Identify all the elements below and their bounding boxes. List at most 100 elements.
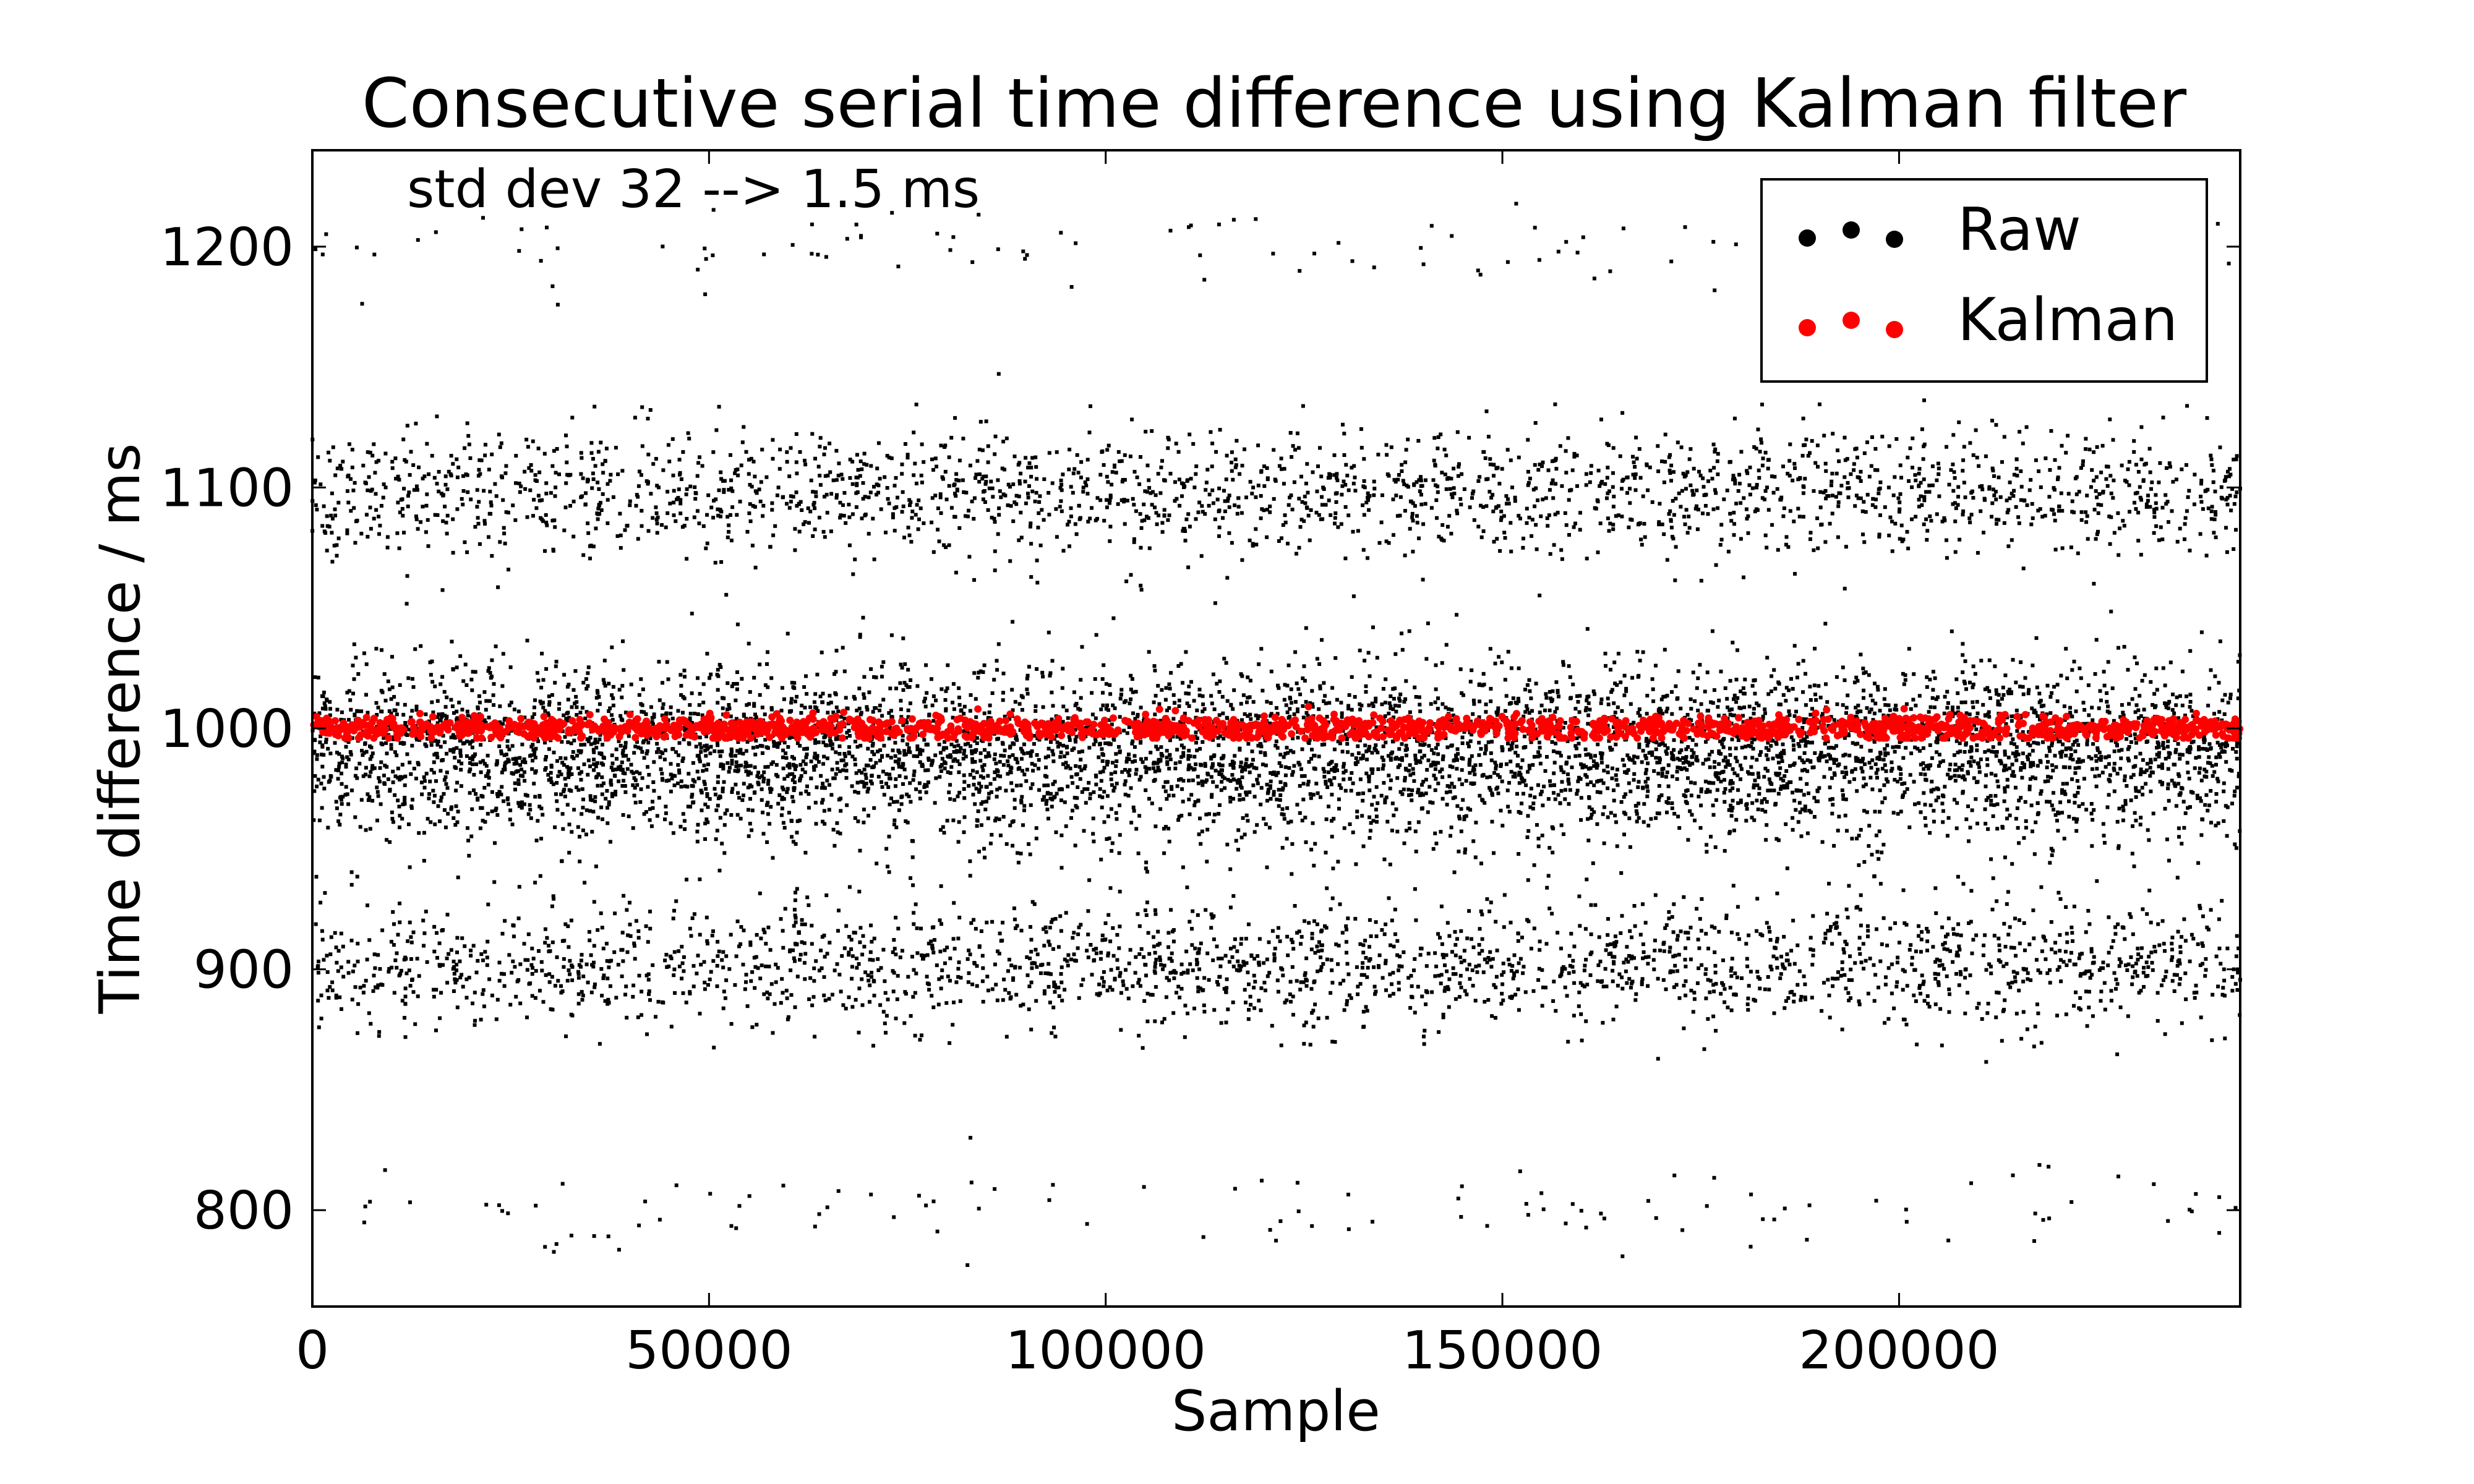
raw-point [1671,774,1674,778]
raw-point [1823,621,1828,626]
raw-point [2039,760,2043,764]
raw-point [1025,691,1030,696]
raw-point [377,776,381,780]
raw-point [391,820,395,824]
raw-point [1309,796,1313,800]
raw-point [1493,761,1497,765]
raw-point [317,818,322,822]
raw-point [1771,756,1775,761]
raw-point [795,694,799,699]
raw-point [1496,706,1500,710]
raw-point [815,706,819,710]
raw-point [479,770,483,774]
raw-point [703,782,707,787]
raw-point [1457,850,1461,854]
raw-point [412,767,416,770]
raw-point [1803,767,1807,772]
raw-point [1552,783,1556,787]
raw-point [1118,833,1122,837]
raw-point [1081,749,1084,754]
raw-point [1619,800,1624,804]
raw-point [713,787,717,791]
raw-point [424,744,429,748]
raw-point [1462,817,1466,822]
raw-point [375,785,379,790]
raw-point [1511,774,1515,778]
raw-point [2052,808,2056,812]
raw-point [792,681,797,685]
raw-point [1703,689,1707,694]
raw-point [398,825,401,829]
raw-point [651,800,654,804]
raw-point [695,754,700,758]
raw-point [774,763,779,767]
raw-point [565,765,569,769]
raw-point [1504,694,1509,698]
raw-point [572,738,576,743]
raw-point [1457,777,1462,782]
raw-point [962,830,966,834]
raw-point [2134,741,2138,745]
raw-point [1612,798,1616,803]
raw-point [1663,647,1667,652]
raw-point [642,739,646,743]
raw-point [1019,757,1024,761]
raw-point [2178,757,2182,761]
raw-point [1523,688,1527,692]
raw-point [1032,733,1037,738]
raw-point [1706,757,1711,761]
raw-point [1032,742,1036,746]
raw-point [1361,844,1366,848]
raw-point [563,783,568,787]
raw-point [1829,715,1833,719]
raw-point [1371,625,1375,629]
raw-point [614,793,617,797]
raw-point [1195,708,1199,712]
raw-point [1756,808,1760,811]
raw-point [1303,774,1307,778]
raw-point [1994,754,1998,758]
raw-point [563,795,567,799]
raw-point [1044,736,1048,741]
raw-point [1063,800,1067,804]
raw-point [1348,822,1352,826]
raw-point [1301,704,1305,708]
raw-point [1592,783,1596,788]
raw-point [454,788,458,793]
raw-point [1074,735,1079,739]
raw-point [1489,686,1493,691]
raw-point [1030,762,1034,766]
raw-point [2234,750,2238,754]
raw-point [1201,694,1205,698]
raw-point [833,672,836,676]
raw-point [1523,710,1528,714]
raw-point [1397,747,1402,751]
raw-point [719,762,723,767]
raw-point [1413,685,1417,689]
raw-point [1990,749,1994,754]
raw-point [406,822,411,827]
raw-point [906,708,910,712]
raw-point [1903,678,1907,682]
raw-point [2198,766,2202,770]
raw-point [704,735,708,738]
raw-point [1282,755,1286,759]
raw-point [1850,770,1854,774]
raw-point [696,712,700,716]
raw-point [1517,852,1521,856]
raw-point [443,740,447,744]
raw-point [905,821,910,825]
raw-point [2180,703,2185,707]
raw-point [881,769,885,774]
raw-point [638,771,642,775]
raw-point [721,787,725,791]
raw-point [1074,772,1078,777]
raw-point [1132,809,1136,813]
raw-point [1147,767,1152,771]
raw-point [346,757,351,762]
raw-point [1531,801,1536,806]
raw-point [445,751,448,756]
raw-point [803,851,808,855]
raw-point [748,764,753,768]
raw-point [2095,748,2100,753]
